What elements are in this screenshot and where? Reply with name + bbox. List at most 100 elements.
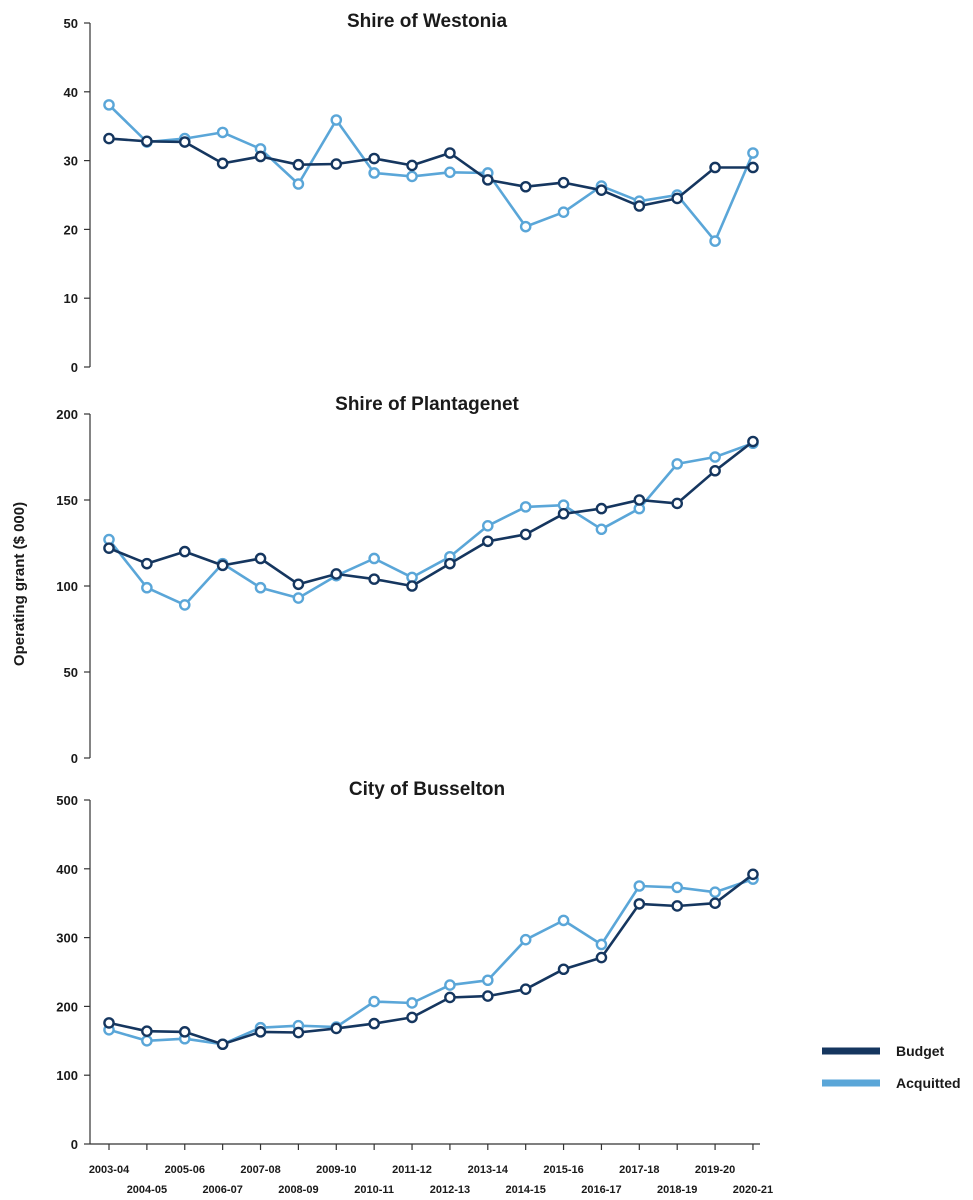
data-point-budget: [633, 898, 646, 910]
data-point-acquitted: [141, 581, 153, 594]
x-tick-label: 2015-16: [543, 1164, 583, 1176]
data-point-budget: [330, 568, 343, 580]
data-point-budget: [709, 161, 721, 174]
data-point-budget: [557, 176, 570, 189]
data-point-acquitted: [709, 235, 721, 247]
y-tick-label: 500: [56, 793, 78, 808]
data-point-budget: [406, 1011, 418, 1024]
y-tick-label: 40: [64, 85, 78, 100]
data-point-acquitted: [444, 166, 456, 179]
data-point-budget: [178, 136, 191, 148]
y-tick-label: 50: [64, 16, 78, 31]
data-point-acquitted: [368, 552, 380, 565]
data-point-budget: [368, 1017, 380, 1030]
x-tick-label: 2020-21: [733, 1184, 773, 1196]
data-point-acquitted: [330, 114, 343, 126]
data-point-budget: [519, 528, 532, 541]
data-point-budget: [481, 174, 494, 186]
data-point-acquitted: [368, 167, 380, 179]
data-point-acquitted: [103, 99, 115, 111]
data-point-acquitted: [671, 881, 684, 894]
y-tick-label: 30: [64, 154, 78, 169]
y-tick-label: 150: [56, 493, 78, 508]
x-tick-label: 2018-19: [657, 1184, 697, 1196]
data-point-budget: [557, 963, 570, 976]
data-point-budget: [141, 1025, 153, 1037]
data-point-acquitted: [595, 938, 608, 951]
y-tick-label: 20: [64, 222, 78, 237]
series-line-acquitted: [107, 441, 754, 607]
data-point-budget: [444, 147, 456, 159]
y-tick-label: 400: [56, 862, 78, 877]
data-point-acquitted: [519, 501, 532, 513]
y-tick-label: 300: [56, 931, 78, 946]
data-point-acquitted: [406, 997, 418, 1009]
data-point-acquitted: [633, 880, 646, 892]
data-point-budget: [406, 159, 418, 172]
x-tick-label: 2019-20: [695, 1164, 735, 1176]
data-point-budget: [709, 897, 721, 910]
data-point-budget: [216, 559, 229, 572]
x-tick-label: 2017-18: [619, 1164, 659, 1176]
legend-label-acquitted: Acquitted: [896, 1075, 961, 1091]
data-point-budget: [595, 184, 608, 196]
data-point-budget: [519, 983, 532, 996]
data-point-budget: [595, 951, 608, 964]
data-point-acquitted: [368, 995, 380, 1008]
x-tick-label: 2009-10: [316, 1164, 356, 1176]
data-point-acquitted: [519, 933, 532, 946]
data-point-budget: [216, 157, 229, 170]
data-point-budget: [141, 135, 153, 148]
y-tick-label: 0: [71, 1137, 78, 1152]
data-point-budget: [292, 578, 305, 591]
y-tick-label: 50: [64, 665, 78, 680]
x-tick-label: 2007-08: [240, 1164, 280, 1176]
y-tick-label: 100: [56, 579, 78, 594]
data-point-acquitted: [444, 979, 456, 991]
data-point-acquitted: [557, 914, 570, 927]
y-tick-label: 0: [71, 751, 78, 766]
series-line-acquitted: [108, 103, 755, 243]
y-tick-label: 10: [64, 291, 78, 306]
data-point-budget: [103, 1017, 115, 1029]
data-point-budget: [330, 158, 343, 170]
x-tick-label: 2005-06: [165, 1164, 205, 1176]
data-point-budget: [254, 150, 267, 163]
legend-label-budget: Budget: [896, 1043, 945, 1059]
data-point-acquitted: [595, 523, 608, 536]
series-line-budget: [108, 440, 754, 588]
data-point-budget: [671, 497, 684, 510]
data-point-budget: [519, 180, 532, 193]
data-point-budget: [330, 1022, 343, 1035]
data-point-budget: [141, 557, 153, 570]
x-tick-label: 2016-17: [581, 1184, 621, 1196]
data-point-budget: [633, 494, 646, 506]
data-point-budget: [671, 192, 684, 205]
data-point-acquitted: [216, 126, 229, 139]
data-point-acquitted: [709, 886, 721, 898]
data-point-acquitted: [178, 599, 191, 611]
data-point-budget: [178, 1026, 191, 1038]
data-point-budget: [481, 990, 494, 1002]
y-tick-label: 200: [56, 999, 78, 1014]
data-point-budget: [103, 132, 115, 145]
x-tick-label: 2012-13: [430, 1184, 470, 1196]
y-tick-label: 0: [71, 360, 78, 375]
x-tick-label: 2006-07: [202, 1184, 242, 1196]
data-point-budget: [481, 535, 494, 548]
data-point-acquitted: [557, 206, 570, 218]
data-point-budget: [671, 900, 684, 912]
data-point-budget: [747, 435, 759, 448]
data-point-budget: [444, 991, 456, 1004]
data-point-budget: [254, 552, 267, 565]
data-point-budget: [216, 1038, 229, 1051]
data-point-budget: [292, 1026, 305, 1039]
y-tick-label: 100: [56, 1068, 78, 1083]
series-line-budget: [108, 137, 753, 208]
x-tick-label: 2011-12: [392, 1164, 432, 1176]
data-point-acquitted: [292, 592, 305, 604]
data-point-budget: [368, 152, 380, 165]
panel-title: Shire of Plantagenet: [335, 394, 519, 415]
data-point-budget: [747, 161, 759, 174]
